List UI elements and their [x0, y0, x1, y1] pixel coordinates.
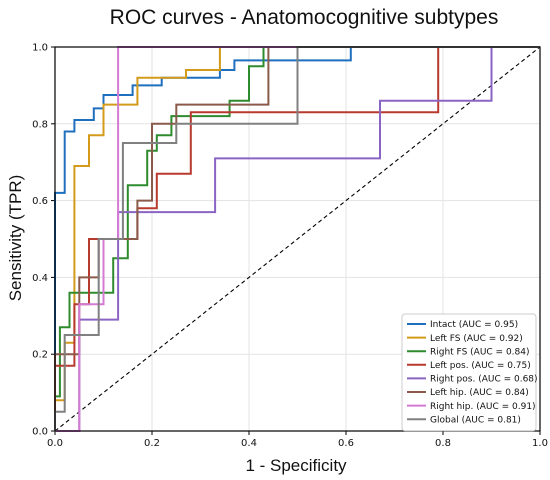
y-tick-label: 0.4	[32, 273, 48, 284]
x-tick-label: 0.0	[47, 438, 63, 449]
plot-frame	[54, 46, 541, 432]
legend-entry: Right FS (AUC = 0.84)	[430, 347, 530, 357]
y-tick-label: 1.0	[32, 43, 48, 54]
legend-entry: Intact (AUC = 0.95)	[430, 320, 518, 330]
x-tick-label: 1.0	[532, 438, 548, 449]
chance-line	[54, 46, 541, 432]
roc-line-right-hip	[55, 46, 540, 432]
x-tick-label: 0.6	[338, 438, 354, 449]
legend-entry: Left hip. (AUC = 0.84)	[430, 388, 529, 398]
reference-diagonal	[54, 46, 541, 432]
y-tick-label: 0.2	[32, 350, 48, 361]
y-tick-label: 0.0	[32, 427, 48, 438]
y-tick-label: 0.6	[32, 196, 48, 207]
y-tick-label: 0.8	[32, 119, 48, 130]
legend-entry: Left pos. (AUC = 0.75)	[430, 361, 531, 371]
y-axis-label: Sensitivity (TPR)	[6, 175, 25, 302]
x-tick-label: 0.8	[435, 438, 451, 449]
legend-entry: Right hip. (AUC = 0.91)	[430, 402, 536, 412]
roc-line-global	[54, 46, 540, 431]
axis-ticks: 0.0 0.2 0.4 0.6 0.8 1.0 0.0 0.2 0.4 0.6 0.8 1.0	[32, 43, 548, 450]
roc-series	[54, 46, 540, 432]
chart-title: ROC curves - Anatomocognitive subtypes	[110, 6, 499, 29]
x-tick-label: 0.2	[144, 438, 160, 449]
roc-line-intact	[54, 46, 540, 431]
legend-entry: Right pos. (AUC = 0.68)	[430, 375, 538, 385]
legend-box	[401, 313, 537, 432]
x-axis-label: 1 - Specificity	[245, 456, 347, 475]
roc-line-right-fs	[54, 46, 540, 431]
x-tick-label: 0.4	[241, 438, 257, 449]
legend: Intact (AUC = 0.95) Left FS (AUC = 0.92) R…	[401, 313, 538, 432]
legend-entry: Left FS (AUC = 0.92)	[430, 334, 523, 344]
legend-entry: Global (AUC = 0.81)	[430, 415, 521, 425]
